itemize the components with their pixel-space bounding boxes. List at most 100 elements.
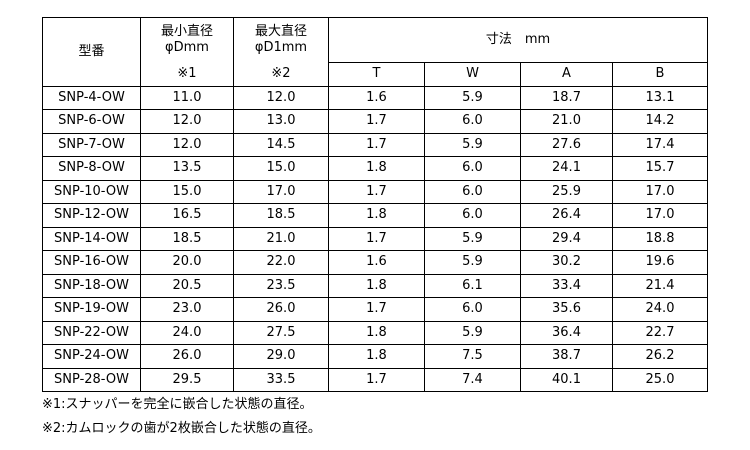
value-cell: 14.2 — [612, 109, 708, 134]
spec-table: 型番 最小直径 φDmm 最大直径 φD1mm 寸法 mm ※1 ※2 T W A … — [42, 17, 708, 392]
value-cell: 1.8 — [328, 273, 425, 298]
value-cell: 27.5 — [233, 320, 329, 345]
value-cell: 17.4 — [612, 132, 708, 157]
value-cell: 13.1 — [612, 85, 708, 110]
value-cell: 5.9 — [424, 320, 521, 345]
value-cell: 7.5 — [424, 344, 521, 369]
value-cell: 1.7 — [328, 367, 425, 392]
value-cell: 6.0 — [424, 109, 521, 134]
value-cell: 17.0 — [612, 179, 708, 204]
value-cell: 11.0 — [140, 85, 234, 110]
value-cell: 19.6 — [612, 250, 708, 275]
header-cell: B — [612, 62, 708, 87]
value-cell: 21.0 — [233, 226, 329, 251]
header-text: φD1mm — [254, 40, 308, 56]
value-cell: 1.6 — [328, 85, 425, 110]
model-cell: SNP-4-OW — [42, 85, 141, 110]
value-cell: 36.4 — [520, 320, 613, 345]
value-cell: 6.0 — [424, 297, 521, 322]
data-row: SNP-24-OW 26.0 29.0 1.8 7.5 38.7 26.2 — [42, 344, 708, 369]
header-cell: ※2 — [233, 62, 329, 87]
model-cell: SNP-22-OW — [42, 320, 141, 345]
header-cell: 最大直径 φD1mm — [233, 17, 329, 63]
header-text: 最大直径 — [254, 24, 307, 40]
header-cell: A — [520, 62, 613, 87]
data-row: SNP-10-OW 15.0 17.0 1.7 6.0 25.9 17.0 — [42, 179, 708, 204]
value-cell: 6.0 — [424, 179, 521, 204]
header-cell: W — [424, 62, 521, 87]
model-cell: SNP-14-OW — [42, 226, 141, 251]
header-row: ※1 ※2 T W A B — [43, 62, 708, 87]
header-cell: 最小直径 φDmm — [140, 17, 234, 63]
data-row: SNP-19-OW 23.0 26.0 1.7 6.0 35.6 24.0 — [42, 297, 708, 322]
model-cell: SNP-28-OW — [42, 367, 141, 392]
value-cell: 29.0 — [233, 344, 329, 369]
value-cell: 27.6 — [520, 132, 613, 157]
value-cell: 17.0 — [612, 203, 708, 228]
value-cell: 15.0 — [140, 179, 234, 204]
header-text: φDmm — [165, 40, 209, 56]
footnote: ※2:カムロックの歯が2枚嵌合した状態の直径。 — [42, 421, 321, 436]
header-cell: 型番 — [42, 17, 141, 87]
value-cell: 25.9 — [520, 179, 613, 204]
model-cell: SNP-12-OW — [42, 203, 141, 228]
data-row: SNP-28-OW 29.5 33.5 1.7 7.4 40.1 25.0 — [42, 367, 708, 392]
value-cell: 15.0 — [233, 156, 329, 181]
value-cell: 5.9 — [424, 226, 521, 251]
value-cell: 20.0 — [140, 250, 234, 275]
value-cell: 26.2 — [612, 344, 708, 369]
value-cell: 6.0 — [424, 156, 521, 181]
value-cell: 24.0 — [612, 297, 708, 322]
header-cell: T — [328, 62, 425, 87]
model-cell: SNP-7-OW — [42, 132, 141, 157]
model-cell: SNP-24-OW — [42, 344, 141, 369]
value-cell: 1.6 — [328, 250, 425, 275]
model-cell: SNP-6-OW — [42, 109, 141, 134]
data-row: SNP-14-OW 18.5 21.0 1.7 5.9 29.4 18.8 — [42, 226, 708, 251]
value-cell: 1.8 — [328, 320, 425, 345]
value-cell: 20.5 — [140, 273, 234, 298]
value-cell: 14.5 — [233, 132, 329, 157]
value-cell: 16.5 — [140, 203, 234, 228]
value-cell: 26.0 — [233, 297, 329, 322]
value-cell: 12.0 — [233, 85, 329, 110]
value-cell: 30.2 — [520, 250, 613, 275]
table-wrap: 型番 最小直径 φDmm 最大直径 φD1mm 寸法 mm ※1 ※2 T W A … — [42, 17, 708, 392]
header-text: 最小直径 — [160, 24, 213, 40]
value-cell: 1.8 — [328, 156, 425, 181]
model-cell: SNP-8-OW — [42, 156, 141, 181]
value-cell: 29.5 — [140, 367, 234, 392]
value-cell: 18.5 — [140, 226, 234, 251]
value-cell: 21.4 — [612, 273, 708, 298]
value-cell: 17.0 — [233, 179, 329, 204]
value-cell: 5.9 — [424, 132, 521, 157]
value-cell: 38.7 — [520, 344, 613, 369]
value-cell: 12.0 — [140, 109, 234, 134]
value-cell: 23.0 — [140, 297, 234, 322]
value-cell: 12.0 — [140, 132, 234, 157]
value-cell: 22.7 — [612, 320, 708, 345]
data-row: SNP-6-OW 12.0 13.0 1.7 6.0 21.0 14.2 — [42, 109, 708, 134]
value-cell: 5.9 — [424, 85, 521, 110]
value-cell: 33.5 — [233, 367, 329, 392]
model-cell: SNP-10-OW — [42, 179, 141, 204]
value-cell: 1.7 — [328, 179, 425, 204]
value-cell: 26.0 — [140, 344, 234, 369]
footnote: ※1:スナッパーを完全に嵌合した状態の直径。 — [42, 397, 313, 412]
value-cell: 7.4 — [424, 367, 521, 392]
data-row: SNP-22-OW 24.0 27.5 1.8 5.9 36.4 22.7 — [42, 320, 708, 345]
value-cell: 18.5 — [233, 203, 329, 228]
value-cell: 5.9 — [424, 250, 521, 275]
data-row: SNP-18-OW 20.5 23.5 1.8 6.1 33.4 21.4 — [42, 273, 708, 298]
value-cell: 18.7 — [520, 85, 613, 110]
value-cell: 15.7 — [612, 156, 708, 181]
data-row: SNP-16-OW 20.0 22.0 1.6 5.9 30.2 19.6 — [42, 250, 708, 275]
value-cell: 6.1 — [424, 273, 521, 298]
value-cell: 1.7 — [328, 109, 425, 134]
value-cell: 1.8 — [328, 203, 425, 228]
value-cell: 13.0 — [233, 109, 329, 134]
value-cell: 33.4 — [520, 273, 613, 298]
value-cell: 29.4 — [520, 226, 613, 251]
value-cell: 1.7 — [328, 226, 425, 251]
